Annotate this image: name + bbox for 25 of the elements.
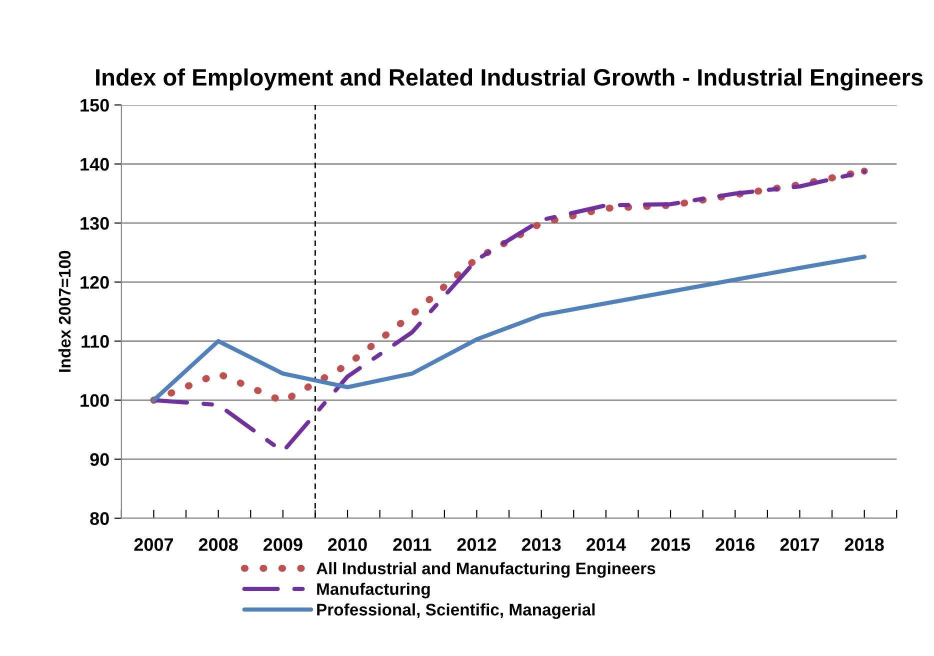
x-tick-label: 2014 xyxy=(586,538,626,551)
x-tick-label: 2018 xyxy=(844,538,884,551)
legend-label: All Industrial and Manufacturing Engineers xyxy=(316,562,656,578)
x-tick-label: 2017 xyxy=(780,538,820,551)
x-tick-label: 2016 xyxy=(716,538,755,551)
x-tick-label: 2011 xyxy=(393,538,432,551)
y-tick-label: 80 xyxy=(90,512,109,525)
legend-label: Manufacturing xyxy=(317,582,430,598)
y-tick-label: 150 xyxy=(80,98,109,112)
x-tick-label: 2009 xyxy=(263,538,302,551)
y-tick-label: 100 xyxy=(80,394,109,407)
y-tick-label: 110 xyxy=(82,335,109,348)
x-tick-label: 2007 xyxy=(134,538,174,551)
chart-title: Index of Employment and Related Industrial Growth - Industrial Engineers xyxy=(96,68,923,91)
x-tick-label: 2008 xyxy=(198,538,238,551)
y-tick-label: 90 xyxy=(90,453,109,466)
y-axis-title: Index 2007=100 xyxy=(58,250,71,372)
y-tick-label: 140 xyxy=(80,158,109,171)
x-tick-label: 2010 xyxy=(328,538,367,551)
y-tick-label: 120 xyxy=(80,276,109,289)
y-tick-label: 130 xyxy=(80,216,109,230)
x-tick-label: 2015 xyxy=(651,538,690,551)
x-tick-label: 2013 xyxy=(522,538,561,551)
x-tick-label: 2012 xyxy=(457,538,496,551)
legend-label: Professional, Scientific, Managerial xyxy=(317,603,595,619)
